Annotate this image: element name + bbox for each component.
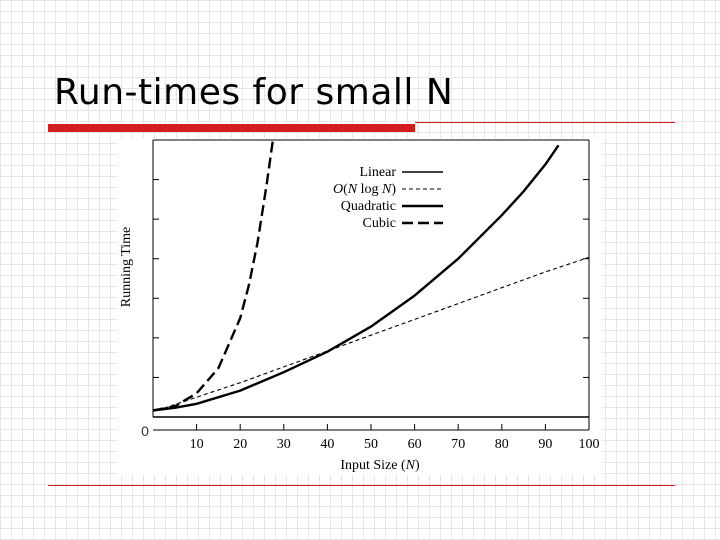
y-ticks (153, 179, 589, 378)
running-time-chart: 10 20 30 40 50 60 70 80 90 100 Linear O(N log N) Qu… (119, 139, 600, 473)
x-tick-label: 10 (190, 437, 204, 452)
title-underline-bar (48, 124, 415, 132)
series-line-1 (157, 256, 590, 411)
x-tick-label: 40 (320, 437, 334, 452)
series-line-3 (152, 139, 275, 412)
x-axis-label-text: Input Size ( (340, 458, 406, 473)
legend-label-1: O(N log N) (333, 182, 396, 197)
series-lines (152, 139, 590, 418)
x-tick-label: 30 (277, 437, 291, 452)
slide-title: Run-times for small N (54, 72, 454, 113)
legend: Linear O(N log N) Quadratic Cubic (333, 165, 443, 231)
x-tick-label: 100 (579, 437, 600, 452)
legend-label-2: Quadratic (341, 199, 396, 214)
x-axis-label-var: N (405, 458, 416, 473)
title-underline-rule (415, 122, 675, 123)
x-tick-label: 80 (495, 437, 509, 452)
series-line-2 (152, 144, 560, 412)
footer-rule (48, 485, 675, 486)
x-axis-label-close: ) (415, 458, 420, 473)
x-tick-label: 70 (451, 437, 465, 452)
chart-panel: 10 20 30 40 50 60 70 80 90 100 Linear O(N log N) Qu… (118, 138, 602, 475)
x-tick-label: 60 (408, 437, 422, 452)
y-axis-label: Running Time (119, 227, 134, 308)
x-axis-label: Input Size (N) (340, 458, 420, 473)
y-tick-label-zero: 0 (141, 423, 149, 439)
x-tick-label: 50 (364, 437, 378, 452)
x-ticks: 10 20 30 40 50 60 70 80 90 100 (190, 424, 600, 452)
x-tick-label: 90 (538, 437, 552, 452)
legend-label-0: Linear (359, 165, 396, 180)
x-tick-label: 20 (233, 437, 247, 452)
legend-label-3: Cubic (363, 216, 396, 231)
